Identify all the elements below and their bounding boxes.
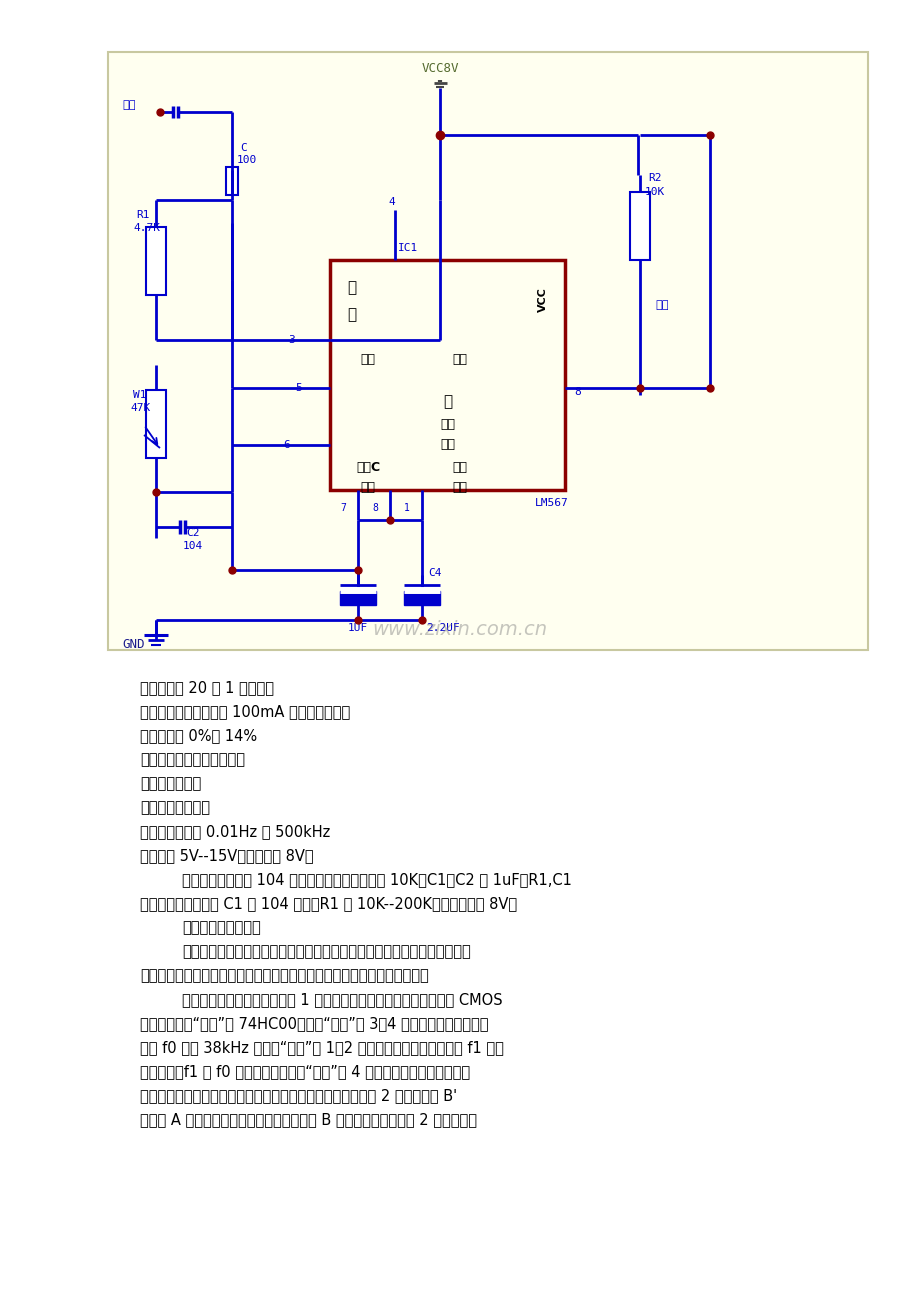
Text: C: C xyxy=(240,143,246,154)
Text: 振荡: 振荡 xyxy=(360,482,375,495)
Text: 电源电压 5V--15V，推荐使用 8V。: 电源电压 5V--15V，推荐使用 8V。 xyxy=(140,848,313,863)
Text: 8: 8 xyxy=(371,503,378,513)
Text: 4.7K: 4.7K xyxy=(133,223,160,233)
Text: 8: 8 xyxy=(573,387,580,397)
Text: 输入: 输入 xyxy=(122,100,135,109)
Text: www.zixin.com.cn: www.zixin.com.cn xyxy=(372,621,547,639)
Text: 波形是 A 点不加调制波形而直接接高电平时 B 点输出的波形。由图 2 可以看出，: 波形是 A 点不加调制波形而直接接高电平时 B 点输出的波形。由图 2 可以看出… xyxy=(140,1112,476,1128)
Text: 可调带宽从 0%至 14%: 可调带宽从 0%至 14% xyxy=(140,728,256,743)
Text: 104: 104 xyxy=(183,542,203,551)
Text: 低频: 低频 xyxy=(452,461,467,474)
Bar xyxy=(108,52,867,650)
Text: 精确调整。f1 对 f0 进行调制，所以从“与非”门 4 输出的波形是断续的载波，: 精确调整。f1 对 f0 进行调制，所以从“与非”门 4 输出的波形是断续的载波… xyxy=(140,1064,470,1079)
Text: 定时: 定时 xyxy=(360,354,375,366)
Bar xyxy=(146,391,165,458)
Text: 4: 4 xyxy=(388,197,394,207)
Text: C2: C2 xyxy=(186,529,199,538)
Text: 环路: 环路 xyxy=(439,439,455,452)
Text: 频: 频 xyxy=(347,307,357,323)
Text: 逻辑兼容输出具有吸收 100mA 电流吸收能力。: 逻辑兼容输出具有吸收 100mA 电流吸收能力。 xyxy=(140,704,350,719)
Text: 47K: 47K xyxy=(130,404,150,413)
Text: GND: GND xyxy=(122,638,144,651)
Text: 单通道红外遥控发射电路如图 1 所示。在发射电路中使用了一片高速 CMOS: 单通道红外遥控发射电路如图 1 所示。在发射电路中使用了一片高速 CMOS xyxy=(182,992,502,1006)
Text: 输出: 输出 xyxy=(452,354,467,366)
Text: 应用举例输入端接 104 电容，输出端接上拉电阵 10K，C1、C2 为 1uF。R1,C1: 应用举例输入端接 104 电容，输出端接上拉电阵 10K，C1、C2 为 1uF… xyxy=(182,872,572,887)
Text: R1: R1 xyxy=(136,210,149,220)
Text: 用外接电阵 20 比 1 频率范围: 用外接电阵 20 比 1 频率范围 xyxy=(140,680,274,695)
Text: 遥控电路。这种遥控电路不需要使用较贵的专用编译码器，因此成本较低。: 遥控电路。这种遥控电路不需要使用较贵的专用编译码器，因此成本较低。 xyxy=(140,967,428,983)
Text: 100: 100 xyxy=(237,155,257,165)
Text: 7: 7 xyxy=(340,503,346,513)
Text: 定时C: 定时C xyxy=(356,461,380,474)
Text: 2.2UF: 2.2UF xyxy=(425,622,460,633)
Text: 振荡: 振荡 xyxy=(452,482,467,495)
Text: 互: 互 xyxy=(442,395,451,410)
Text: 频率 f0 调在 38kHz 左右；“与非”门 1、2 组成低频振荡器，振荡频率 f1 不必: 频率 f0 调在 38kHz 左右；“与非”门 1、2 组成低频振荡器，振荡频率… xyxy=(140,1040,504,1055)
Text: 入: 入 xyxy=(347,280,357,296)
Text: 高稳定的中心频率: 高稳定的中心频率 xyxy=(140,799,210,815)
Text: 对假信号抗干扰: 对假信号抗干扰 xyxy=(140,776,201,792)
Text: 1: 1 xyxy=(403,503,410,513)
Bar xyxy=(330,260,564,490)
Text: 6: 6 xyxy=(283,440,289,450)
Text: W1: W1 xyxy=(133,391,146,400)
Text: 中心频率调节从 0.01Hz 到 500kHz: 中心频率调节从 0.01Hz 到 500kHz xyxy=(140,824,330,838)
Bar xyxy=(146,227,165,296)
Text: C4: C4 xyxy=(427,568,441,578)
Bar xyxy=(630,191,650,260)
Text: 宽信号输出与噪声的高抑制: 宽信号输出与噪声的高抑制 xyxy=(140,753,244,767)
Text: 输出: 输出 xyxy=(654,299,668,310)
Text: LM567: LM567 xyxy=(535,497,568,508)
Text: 单通道红外遥控电路: 单通道红外遥控电路 xyxy=(182,921,260,935)
Text: 在不需要多路控制的应用场合，可以使用由常规集成电路组成的单通道红外: 在不需要多路控制的应用场合，可以使用由常规集成电路组成的单通道红外 xyxy=(182,944,471,960)
Text: IC1: IC1 xyxy=(398,243,418,253)
Text: 5: 5 xyxy=(295,383,301,393)
Text: VCC8V: VCC8V xyxy=(421,61,459,74)
Text: R2: R2 xyxy=(647,173,661,184)
Text: VCC: VCC xyxy=(538,288,548,312)
Text: 决定振荡频率，一般 C1 为 104 电容，R1 为 10K--200K。电源电压为 8V。: 决定振荡频率，一般 C1 为 104 电容，R1 为 10K--200K。电源电… xyxy=(140,896,516,911)
Text: 型四重二输入“与非”门 74HC00。其中“与非”门 3、4 组成载波振荡器，振荡: 型四重二输入“与非”门 74HC00。其中“与非”门 3、4 组成载波振荡器，振… xyxy=(140,1016,488,1031)
Bar xyxy=(226,167,238,195)
Text: 1UF: 1UF xyxy=(347,622,368,633)
Text: 10K: 10K xyxy=(644,187,664,197)
Text: 这也是经红外发光二极管传送的波形。几个关键点的波形如图 2 所示，图中 B': 这也是经红外发光二极管传送的波形。几个关键点的波形如图 2 所示，图中 B' xyxy=(140,1088,457,1103)
Bar xyxy=(340,591,376,605)
Text: 3: 3 xyxy=(288,335,294,345)
Text: 锁相: 锁相 xyxy=(439,418,455,431)
Bar xyxy=(403,591,439,605)
